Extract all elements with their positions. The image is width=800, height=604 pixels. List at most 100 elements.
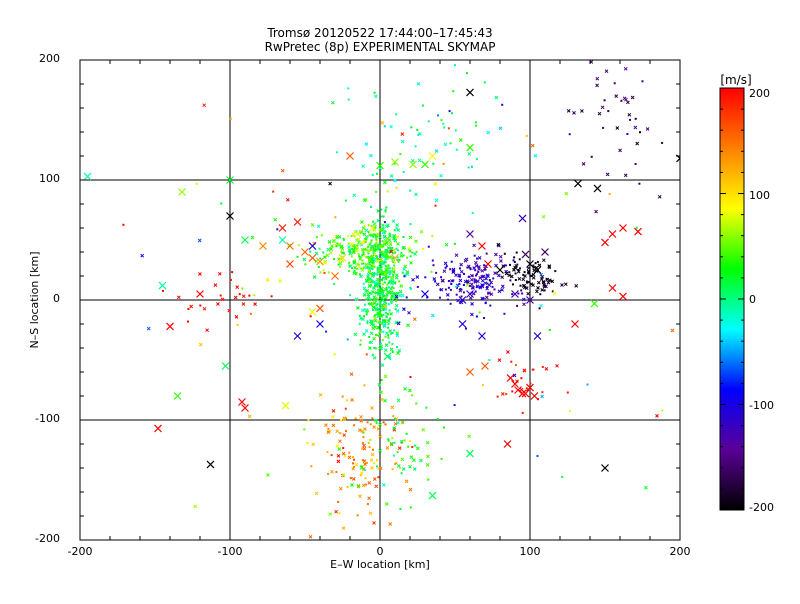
data-point xyxy=(384,230,387,233)
data-point xyxy=(395,235,400,239)
data-point xyxy=(456,286,458,289)
data-point xyxy=(465,283,470,287)
data-point xyxy=(396,333,399,336)
data-point xyxy=(384,423,387,426)
data-point xyxy=(517,268,520,271)
data-point xyxy=(411,277,415,282)
data-point xyxy=(370,239,373,242)
data-point xyxy=(335,444,340,448)
data-point xyxy=(367,481,372,485)
data-point xyxy=(363,239,365,242)
data-point xyxy=(349,241,354,246)
data-point xyxy=(393,238,398,243)
data-point xyxy=(382,330,385,333)
data-point xyxy=(327,427,330,430)
data-point xyxy=(381,278,384,281)
data-point xyxy=(380,342,382,345)
data-point xyxy=(387,255,392,260)
data-point xyxy=(369,423,372,426)
data-point xyxy=(319,257,322,260)
data-point xyxy=(371,305,376,310)
data-point xyxy=(340,419,343,422)
data-point xyxy=(364,238,367,241)
data-point xyxy=(416,129,419,131)
data-point xyxy=(486,285,488,288)
data-point xyxy=(410,158,415,163)
data-point xyxy=(440,119,443,122)
data-point xyxy=(374,94,378,99)
scatter-points xyxy=(83,60,680,539)
data-point xyxy=(516,304,519,307)
data-point xyxy=(485,252,488,255)
data-point xyxy=(465,327,467,330)
data-point xyxy=(372,257,375,260)
data-point xyxy=(338,512,341,515)
data-point xyxy=(382,235,387,239)
data-point xyxy=(439,288,442,291)
data-point xyxy=(361,254,364,257)
data-point xyxy=(520,289,523,292)
data-point xyxy=(366,320,369,323)
data-point xyxy=(400,441,403,444)
data-point xyxy=(393,261,396,264)
data-point xyxy=(376,271,379,274)
x-tick-label: -100 xyxy=(218,545,243,558)
data-point xyxy=(367,270,370,273)
data-point xyxy=(500,392,505,396)
colorbar-tick-label: 0 xyxy=(749,293,756,306)
data-point xyxy=(382,215,385,218)
data-point xyxy=(487,292,490,295)
cross-marker xyxy=(316,320,324,328)
data-point xyxy=(497,358,502,362)
data-point xyxy=(581,162,586,166)
data-point xyxy=(409,376,412,378)
data-point xyxy=(374,299,377,302)
data-point xyxy=(521,292,524,295)
data-point xyxy=(342,447,345,449)
data-point xyxy=(359,339,362,342)
data-point xyxy=(365,310,368,313)
data-point xyxy=(330,244,334,248)
data-point xyxy=(545,277,550,282)
data-point xyxy=(373,346,376,349)
data-point xyxy=(371,353,374,356)
data-point xyxy=(604,69,609,74)
data-point xyxy=(329,247,334,251)
data-point xyxy=(512,259,515,262)
data-point xyxy=(510,360,513,363)
data-point xyxy=(368,511,373,516)
data-point xyxy=(338,486,343,491)
data-point xyxy=(253,294,256,297)
data-point xyxy=(376,255,379,258)
data-point xyxy=(445,293,450,297)
data-point xyxy=(536,455,539,457)
data-point xyxy=(460,288,463,291)
data-point xyxy=(334,216,337,219)
data-point xyxy=(358,241,363,246)
data-point xyxy=(374,247,378,252)
data-point xyxy=(390,302,393,305)
data-point xyxy=(374,484,379,489)
data-point xyxy=(462,291,465,294)
data-point xyxy=(387,334,390,337)
data-point xyxy=(198,342,203,347)
data-point xyxy=(176,295,181,300)
cross-marker xyxy=(409,160,417,169)
data-point xyxy=(365,311,368,314)
data-point xyxy=(529,382,532,385)
data-point xyxy=(327,271,330,274)
data-point xyxy=(487,291,491,295)
data-point xyxy=(393,162,396,165)
data-point xyxy=(382,277,384,279)
data-point xyxy=(227,308,232,313)
data-point xyxy=(403,386,407,391)
data-point xyxy=(486,130,491,135)
cross-marker xyxy=(428,491,437,500)
chart-title: Tromsø 20120522 17:44:00–17:45:43 xyxy=(266,26,492,40)
cross-marker xyxy=(428,152,437,160)
cross-marker xyxy=(503,440,512,448)
data-point xyxy=(356,267,359,270)
data-point xyxy=(369,241,372,244)
data-point xyxy=(494,95,499,100)
